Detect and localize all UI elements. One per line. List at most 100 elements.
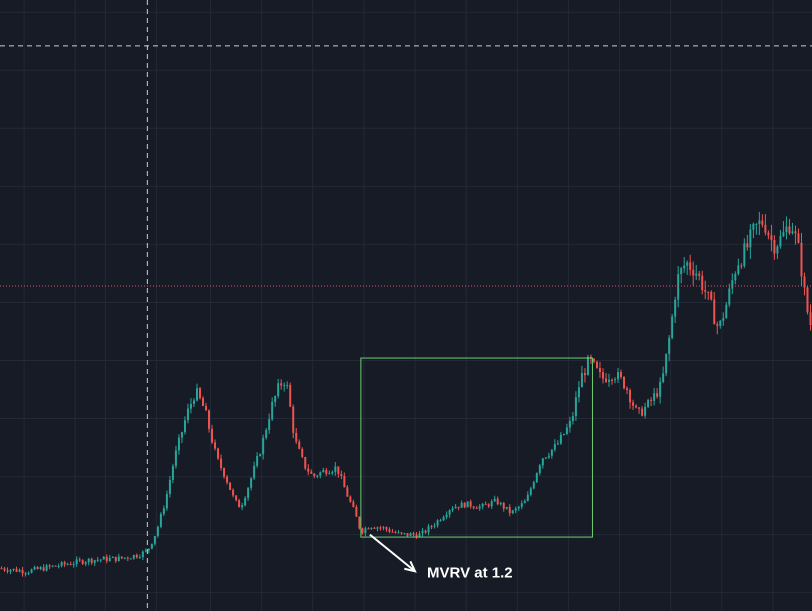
candle-body — [6, 570, 9, 572]
candle-body — [162, 508, 165, 514]
candle-body — [226, 476, 229, 483]
candle-body — [496, 498, 499, 505]
candle-body — [797, 233, 800, 243]
candle-body — [346, 487, 349, 497]
candle-body — [692, 269, 695, 276]
candle-body — [653, 393, 656, 401]
candle-body — [220, 458, 223, 469]
candle-body — [9, 569, 12, 572]
candle-body — [406, 533, 409, 536]
candle-body — [698, 273, 701, 276]
candle-body — [232, 489, 235, 496]
candle-body — [141, 551, 144, 558]
candle-body — [764, 224, 767, 233]
candle-body — [523, 501, 526, 504]
candle-body — [758, 220, 761, 224]
candles — [0, 211, 812, 577]
candle-body — [641, 408, 644, 416]
candle-body — [159, 513, 162, 527]
candle-body — [499, 502, 502, 505]
candle-body — [156, 526, 159, 536]
candle-body — [671, 316, 674, 338]
candle-body — [701, 275, 704, 291]
candle-body — [256, 456, 259, 466]
candle-body — [683, 265, 686, 269]
candle-body — [241, 505, 244, 508]
candle-body — [316, 475, 319, 477]
candle-body — [791, 231, 794, 234]
candle-body — [620, 372, 623, 377]
candle-body — [665, 353, 668, 374]
candle-body — [337, 466, 340, 475]
candle-body — [135, 554, 138, 558]
candle-body — [117, 556, 120, 562]
candle-body — [433, 525, 436, 527]
candle-body — [280, 383, 283, 386]
candle-body — [394, 531, 397, 533]
candle-body — [0, 568, 3, 570]
candle-body — [424, 530, 427, 533]
candle-body — [502, 502, 505, 509]
candle-body — [72, 564, 75, 566]
candle-body — [689, 262, 692, 270]
candle-body — [379, 527, 382, 529]
candle-body — [629, 390, 632, 403]
candle-body — [490, 501, 493, 507]
candle-body — [165, 493, 168, 509]
candle-body — [466, 501, 469, 508]
candle-body — [385, 527, 388, 530]
candle-body — [247, 487, 250, 498]
candle-body — [301, 448, 304, 458]
candle-body — [644, 406, 647, 416]
candle-body — [183, 420, 186, 433]
candle-body — [632, 402, 635, 406]
candle-body — [198, 388, 201, 399]
candle-body — [54, 565, 57, 567]
candle-body — [340, 474, 343, 476]
candle-body — [746, 243, 749, 248]
candle-body — [526, 494, 529, 502]
candle-body — [734, 273, 737, 281]
candle-body — [755, 223, 758, 225]
candle-body — [677, 274, 680, 300]
candle-body — [274, 396, 277, 402]
candle-body — [153, 535, 156, 544]
candle-body — [508, 506, 511, 514]
candle-body — [647, 399, 650, 407]
candle-body — [460, 502, 463, 508]
highlight-box[interactable] — [360, 357, 593, 538]
candle-body — [111, 556, 114, 558]
candle-body — [325, 469, 328, 475]
candle-body — [400, 532, 403, 534]
candle-body — [662, 373, 665, 382]
candle-body — [752, 223, 755, 230]
candle-body — [481, 503, 484, 507]
candle-body — [358, 516, 361, 529]
candle-body — [580, 373, 583, 388]
candle-body — [770, 235, 773, 241]
candle-body — [96, 559, 99, 561]
candle-body — [445, 514, 448, 518]
candle-body — [725, 304, 728, 319]
candle-body — [27, 572, 30, 574]
candle-body — [39, 567, 42, 570]
candle-body — [595, 361, 598, 368]
candle-body — [30, 569, 33, 573]
candle-body — [785, 226, 788, 233]
candle-body — [292, 406, 295, 433]
candle-body — [78, 559, 81, 561]
candle-body — [144, 550, 147, 552]
annotation-arrowhead — [404, 560, 417, 573]
candle-body — [84, 562, 87, 564]
candle-body — [487, 504, 490, 507]
candle-body — [283, 385, 286, 387]
candle-body — [349, 496, 352, 502]
annotation[interactable]: MVRV at 1.2 — [369, 533, 513, 582]
candle-body — [51, 565, 54, 567]
candle-body — [42, 567, 45, 571]
candle-body — [295, 432, 298, 442]
candle-body — [310, 471, 313, 474]
